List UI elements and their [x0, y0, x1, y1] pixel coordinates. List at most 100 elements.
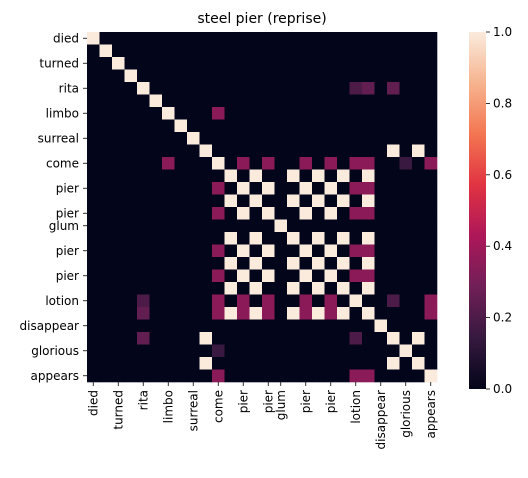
heatmap-cell — [199, 319, 213, 333]
heatmap-cell — [312, 132, 325, 145]
heatmap-cell — [312, 94, 325, 108]
heatmap-cell — [237, 57, 250, 70]
heatmap-cell — [412, 307, 425, 320]
heatmap-cell — [99, 107, 113, 120]
heatmap-cell — [187, 357, 200, 370]
heatmap-cell — [212, 169, 225, 183]
heatmap-cell — [312, 182, 325, 195]
heatmap-cell — [337, 219, 350, 233]
heatmap-cell — [349, 369, 363, 383]
heatmap-cell — [162, 369, 175, 383]
heatmap-cell — [162, 32, 175, 45]
heatmap-cell — [299, 44, 313, 58]
heatmap-cell — [412, 244, 425, 258]
heatmap-cell — [99, 157, 113, 170]
heatmap-cell — [174, 257, 188, 270]
heatmap-cell — [149, 169, 163, 183]
heatmap-cell — [124, 119, 138, 133]
y-tick-label: rita — [59, 81, 79, 95]
heatmap-cell — [274, 32, 288, 45]
heatmap-cell — [262, 319, 275, 333]
heatmap-cell — [337, 57, 350, 70]
heatmap-cell — [374, 69, 388, 83]
heatmap-cell — [337, 332, 350, 345]
heatmap-cell — [124, 94, 138, 108]
heatmap-cell — [387, 169, 400, 183]
heatmap-cell — [374, 369, 388, 383]
heatmap-cell — [399, 69, 413, 83]
heatmap-cell — [374, 219, 388, 233]
heatmap-cell — [199, 169, 213, 183]
heatmap-cell — [112, 244, 125, 258]
heatmap-cell — [199, 119, 213, 133]
heatmap-cell — [112, 82, 125, 95]
heatmap-cell — [99, 144, 113, 158]
heatmap-cell — [349, 94, 363, 108]
heatmap-cell — [174, 244, 188, 258]
heatmap-cell — [174, 94, 188, 108]
heatmap-cell — [274, 94, 288, 108]
heatmap-cell — [162, 69, 175, 83]
heatmap-cell — [399, 294, 413, 308]
heatmap-cell — [249, 244, 263, 258]
heatmap-cell — [162, 244, 175, 258]
heatmap-cell — [87, 357, 100, 370]
heatmap-cell — [174, 194, 188, 208]
heatmap-cell — [349, 319, 363, 333]
heatmap-cell — [337, 319, 350, 333]
heatmap-cell — [87, 119, 100, 133]
heatmap-cell — [224, 69, 238, 83]
y-tick-label: disappear — [20, 319, 80, 333]
heatmap-cell — [374, 244, 388, 258]
heatmap-cell — [124, 319, 138, 333]
heatmap-cell — [112, 57, 125, 70]
heatmap-cell — [387, 69, 400, 83]
heatmap-cell — [262, 257, 275, 270]
heatmap-cell — [274, 169, 288, 183]
heatmap-cell — [174, 319, 188, 333]
heatmap-cell — [249, 282, 263, 295]
heatmap-cell — [137, 144, 150, 158]
heatmap-cell — [412, 119, 425, 133]
heatmap-cell — [249, 94, 263, 108]
heatmap-cell — [262, 307, 275, 320]
heatmap-cell — [287, 307, 300, 320]
heatmap-cell — [174, 157, 188, 170]
heatmap-cell — [249, 107, 263, 120]
heatmap-cell — [99, 82, 113, 95]
heatmap-cell — [424, 307, 438, 320]
heatmap-cell — [87, 369, 100, 383]
heatmap-cell — [224, 357, 238, 370]
heatmap-cell — [262, 169, 275, 183]
heatmap-cell — [237, 169, 250, 183]
heatmap-cell — [349, 144, 363, 158]
heatmap-cell — [99, 119, 113, 133]
heatmap-cell — [424, 94, 438, 108]
heatmap-cell — [99, 307, 113, 320]
heatmap-cell — [249, 357, 263, 370]
colorbar-tick-label: 0.8 — [493, 96, 512, 110]
heatmap-cell — [299, 157, 313, 170]
heatmap-cell — [412, 132, 425, 145]
heatmap-cell — [212, 57, 225, 70]
heatmap-cell — [349, 257, 363, 270]
heatmap-cell — [349, 157, 363, 170]
heatmap-cell — [124, 219, 138, 233]
heatmap-cell — [162, 232, 175, 245]
heatmap-cell — [312, 32, 325, 45]
heatmap-cell — [424, 144, 438, 158]
heatmap-cell — [424, 294, 438, 308]
heatmap-cell — [212, 244, 225, 258]
x-tick-label: glorious — [399, 390, 413, 438]
heatmap-cell — [162, 132, 175, 145]
heatmap-cell — [124, 144, 138, 158]
heatmap-cell — [287, 344, 300, 358]
colorbar-tick-label: 0.2 — [493, 311, 512, 325]
heatmap-cell — [312, 257, 325, 270]
heatmap-cell — [337, 119, 350, 133]
heatmap-cell — [174, 69, 188, 83]
heatmap-cell — [324, 207, 338, 220]
colorbar — [469, 32, 486, 389]
x-axis: died turned rita limbo surreal come pier piergl… — [86, 382, 438, 449]
heatmap-cell — [237, 244, 250, 258]
